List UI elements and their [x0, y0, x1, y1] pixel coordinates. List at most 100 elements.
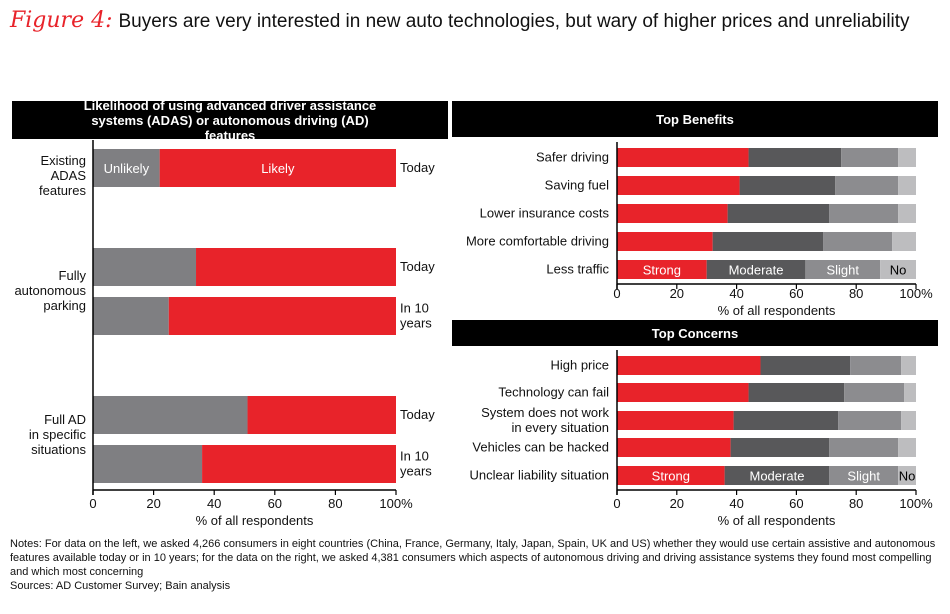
benefits-bar-moderate — [739, 176, 836, 195]
left-x-axis-label: % of all respondents — [196, 513, 314, 528]
benefits-category-label: Saving fuel — [545, 178, 609, 193]
left-category-label: autonomous — [14, 283, 86, 298]
benefits-bar-strong — [617, 260, 707, 279]
benefits-bar-slight — [829, 204, 899, 223]
concerns-bar-no — [901, 411, 916, 430]
benefits-bar-slight — [835, 176, 899, 195]
benefits-bar-strong — [617, 148, 749, 167]
left-bar-likely — [202, 445, 396, 483]
concerns-bar-slight — [829, 438, 899, 457]
left-bar-unlikely — [93, 297, 169, 335]
benefits-bar-strong — [617, 176, 740, 195]
left-x-tick-label: 80 — [328, 496, 342, 511]
left-bar-unlikely — [93, 149, 160, 187]
concerns-series-label-moderate: Moderate — [750, 469, 805, 484]
concerns-bar-moderate — [730, 438, 830, 457]
concerns-x-tick-label: 80 — [849, 496, 863, 511]
benefits-bar-moderate — [748, 148, 842, 167]
concerns-bar-no — [898, 466, 916, 485]
benefits-x-tick-label: 100% — [899, 286, 933, 301]
benefits-category-label: Lower insurance costs — [480, 206, 610, 221]
concerns-category-label: Technology can fail — [498, 385, 609, 400]
left-category-label: features — [39, 183, 86, 198]
left-category-label: in specific — [29, 427, 87, 442]
notes: Notes: For data on the left, we asked 4,… — [10, 537, 938, 593]
benefits-category-label: Less traffic — [546, 262, 609, 277]
left-bar-unlikely — [93, 396, 248, 434]
benefits-chart-title: Top Benefits — [452, 101, 938, 137]
benefits-series-label-strong: Strong — [643, 263, 681, 278]
benefits-x-tick-label: 40 — [729, 286, 743, 301]
concerns-series-label-strong: Strong — [652, 469, 690, 484]
concerns-bar-slight — [838, 411, 902, 430]
left-bar-likely — [159, 149, 396, 187]
left-period-label: years — [400, 464, 432, 479]
benefits-bar-slight — [805, 260, 881, 279]
benefits-category-label: Safer driving — [536, 150, 609, 165]
concerns-bar-moderate — [724, 466, 830, 485]
benefits-category-label: More comfortable driving — [466, 234, 609, 249]
benefits-bar-slight — [823, 232, 893, 251]
benefits-x-tick-label: 80 — [849, 286, 863, 301]
benefits-bar-slight — [841, 148, 899, 167]
concerns-series-label-no: No — [899, 469, 916, 484]
concerns-category-label: Unclear liability situation — [470, 468, 609, 483]
left-period-label: Today — [400, 259, 435, 274]
benefits-chart-title-text: Top Benefits — [656, 111, 734, 127]
concerns-bar-no — [904, 383, 916, 402]
notes-text: Notes: For data on the left, we asked 4,… — [10, 538, 936, 578]
concerns-category-label: High price — [550, 358, 609, 373]
left-bar-likely — [168, 297, 396, 335]
concerns-x-tick-label: 20 — [670, 496, 684, 511]
concerns-chart-title-text: Top Concerns — [651, 325, 739, 341]
left-category-label: parking — [43, 298, 86, 313]
left-period-label: years — [400, 316, 432, 331]
left-category-label: Full AD — [44, 412, 86, 427]
concerns-bar-strong — [617, 356, 761, 375]
left-period-label: Today — [400, 407, 435, 422]
figure-heading: Buyers are very interested in new auto t… — [118, 11, 910, 32]
left-x-tick-label: 0 — [89, 496, 96, 511]
concerns-bar-strong — [617, 466, 725, 485]
concerns-x-tick-label: 0 — [613, 496, 620, 511]
left-x-tick-label: 20 — [146, 496, 160, 511]
benefits-bar-no — [880, 260, 916, 279]
left-x-tick-label: 100% — [379, 496, 413, 511]
benefits-bar-no — [898, 176, 916, 195]
left-chart-title-text: Likelihood of using advanced driver assi… — [83, 97, 377, 143]
concerns-x-tick-label: 60 — [789, 496, 803, 511]
left-period-label: In 10 — [400, 301, 429, 316]
left-category-label: Fully — [59, 268, 87, 283]
concerns-bar-slight — [844, 383, 905, 402]
concerns-bar-moderate — [748, 383, 845, 402]
benefits-bar-no — [898, 204, 916, 223]
left-x-tick-label: 40 — [207, 496, 221, 511]
figure-title: Figure 4: Buyers are very interested in n… — [10, 8, 910, 33]
concerns-bar-no — [901, 356, 916, 375]
concerns-x-tick-label: 40 — [729, 496, 743, 511]
concerns-bar-strong — [617, 411, 734, 430]
concerns-chart-title: Top Concerns — [452, 320, 938, 346]
concerns-bar-moderate — [733, 411, 839, 430]
left-bar-likely — [247, 396, 396, 434]
left-category-label: situations — [31, 442, 86, 457]
concerns-bar-strong — [617, 438, 731, 457]
concerns-bar-slight — [850, 356, 902, 375]
figure-label: Figure 4: — [10, 8, 113, 33]
benefits-x-axis-label: % of all respondents — [718, 303, 836, 318]
benefits-bar-strong — [617, 204, 728, 223]
left-period-label: In 10 — [400, 449, 429, 464]
concerns-x-tick-label: 100% — [899, 496, 933, 511]
benefits-bar-no — [898, 148, 916, 167]
benefits-bar-moderate — [727, 204, 830, 223]
benefits-bar-moderate — [706, 260, 806, 279]
left-bar-likely — [196, 248, 396, 286]
left-bar-unlikely — [93, 445, 203, 483]
benefits-series-label-no: No — [890, 263, 907, 278]
left-series-label-likely: Likely — [261, 161, 295, 176]
concerns-bar-no — [898, 438, 916, 457]
benefits-x-tick-label: 20 — [670, 286, 684, 301]
concerns-category-label: in every situation — [511, 420, 609, 435]
benefits-x-tick-label: 60 — [789, 286, 803, 301]
benefits-x-tick-label: 0 — [613, 286, 620, 301]
